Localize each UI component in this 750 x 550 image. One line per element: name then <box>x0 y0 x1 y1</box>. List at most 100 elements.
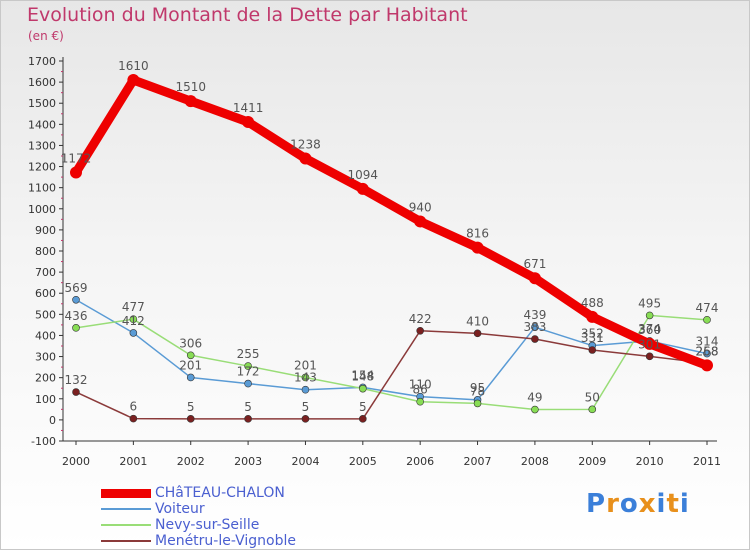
y-tick-label: 600 <box>35 287 56 300</box>
y-tick-label: 1100 <box>28 182 56 195</box>
x-tick-label: 2002 <box>177 455 205 468</box>
x-tick-label: 2009 <box>578 455 606 468</box>
data-point <box>416 397 424 406</box>
series-lines <box>71 75 712 420</box>
y-tick-label: 900 <box>35 224 56 237</box>
data-label: 410 <box>466 314 489 328</box>
y-tick-label: 300 <box>35 351 56 364</box>
data-point <box>531 335 539 343</box>
data-label: 110 <box>409 378 432 392</box>
data-point <box>414 215 427 228</box>
data-label: 86 <box>413 383 428 397</box>
data-point <box>70 166 82 179</box>
legend-item: Voiteur <box>101 501 421 517</box>
data-label: 301 <box>638 337 661 351</box>
data-label: 488 <box>581 296 604 310</box>
y-tick-label: -100 <box>31 435 56 448</box>
data-label: 306 <box>179 336 202 350</box>
y-tick-label: 1500 <box>28 97 56 110</box>
data-point <box>531 405 539 414</box>
data-label: 1411 <box>233 101 264 115</box>
data-label: 95 <box>470 381 485 395</box>
data-point <box>72 388 80 396</box>
data-point <box>359 415 367 423</box>
legend-label: Nevy-sur-Seille <box>155 517 260 533</box>
data-label: 314 <box>696 335 719 349</box>
data-point <box>186 373 195 382</box>
data-point <box>473 329 482 338</box>
data-point <box>356 182 369 195</box>
data-label: 1510 <box>175 80 206 94</box>
data-label: 374 <box>638 322 661 336</box>
y-tick-label: 1200 <box>28 161 56 174</box>
series-markers <box>70 74 713 423</box>
data-point <box>244 415 252 423</box>
series-line <box>75 314 708 411</box>
data-label: 5 <box>244 400 252 414</box>
data-point <box>645 311 654 320</box>
data-point <box>72 324 80 332</box>
data-label: 474 <box>696 301 719 315</box>
data-point <box>703 349 711 358</box>
data-point <box>416 326 424 335</box>
data-point <box>242 116 255 129</box>
data-point <box>184 95 197 108</box>
y-tick-label: 1300 <box>28 139 56 152</box>
y-tick-label: 400 <box>35 329 56 342</box>
data-label: 5 <box>359 400 367 414</box>
series-line <box>75 299 708 401</box>
y-tick-label: 1700 <box>28 55 56 68</box>
x-tick-label: 2006 <box>406 455 434 468</box>
data-labels: 1172 1610 1510 1411 1238 1094 940 816 671 488 360 2… <box>61 59 719 414</box>
data-label: 1610 <box>118 59 149 73</box>
x-tick-label: 2003 <box>234 455 262 468</box>
data-label: 569 <box>65 281 88 295</box>
data-point <box>588 405 597 414</box>
data-label: 50 <box>585 390 600 404</box>
x-tick-label: 2005 <box>349 455 377 468</box>
data-point <box>473 399 482 408</box>
y-tick-label: 100 <box>35 393 56 406</box>
data-point <box>129 329 138 337</box>
data-point <box>701 359 713 372</box>
x-tick-label: 2007 <box>464 455 492 468</box>
unit-label: (en €) <box>28 29 64 43</box>
data-label: 940 <box>409 200 432 214</box>
data-point <box>186 415 195 423</box>
data-point <box>244 362 252 370</box>
x-tick-label: 2010 <box>636 455 664 468</box>
data-point <box>72 295 80 304</box>
data-label: 5 <box>302 400 310 414</box>
y-tick-label: 500 <box>35 308 56 321</box>
legend-swatch <box>101 508 151 510</box>
data-point <box>471 241 484 254</box>
data-label: 78 <box>470 384 485 398</box>
data-label: 255 <box>237 347 260 361</box>
data-point <box>301 385 310 394</box>
data-point <box>643 337 656 350</box>
legend-swatch <box>101 540 151 542</box>
data-point <box>588 346 597 354</box>
legend-label: Menétru-le-Vignoble <box>155 533 296 549</box>
legend: CHâTEAU-CHALON Voiteur Nevy-sur-Seille Mené… <box>101 485 421 549</box>
legend-item: CHâTEAU-CHALON <box>101 485 421 501</box>
data-point <box>586 310 599 323</box>
data-label: 1238 <box>290 138 321 152</box>
data-point <box>531 323 539 332</box>
x-tick-label: 2008 <box>521 455 549 468</box>
data-label: 422 <box>409 312 432 326</box>
data-point <box>186 351 195 360</box>
data-point <box>301 373 310 382</box>
data-point <box>645 352 654 361</box>
data-label: 331 <box>581 331 604 345</box>
data-point <box>129 414 138 423</box>
legend-swatch <box>101 488 151 498</box>
y-tick-label: 800 <box>35 245 56 258</box>
x-tick-label: 2011 <box>693 455 721 468</box>
legend-item: Nevy-sur-Seille <box>101 517 421 533</box>
proxiti-logo: Proxiti <box>586 489 690 519</box>
legend-label: CHâTEAU-CHALON <box>155 485 285 501</box>
data-point <box>127 74 140 86</box>
data-label: 268 <box>696 344 719 358</box>
